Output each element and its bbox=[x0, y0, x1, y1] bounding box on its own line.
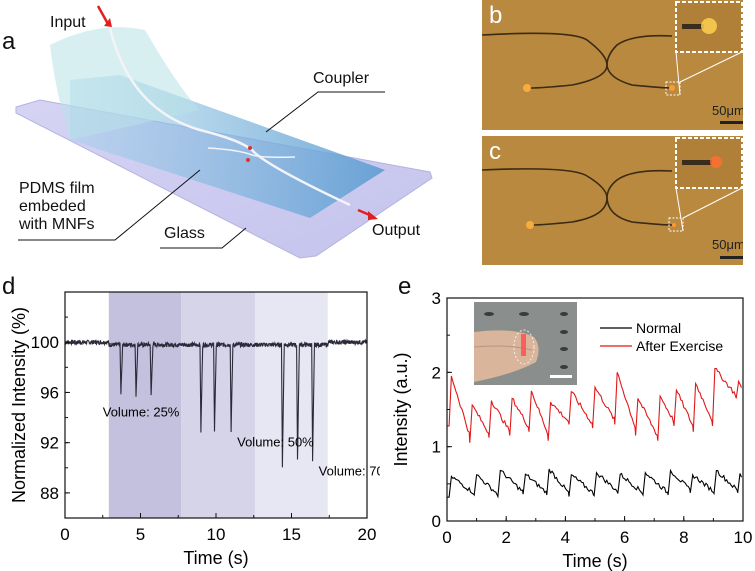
x-tick-label: 6 bbox=[620, 528, 629, 547]
chart-e: Normal After Exercise 0 2 4 6 8 10 0 1 2 3 Time (s) I… bbox=[391, 289, 753, 571]
x-tick-label: 10 bbox=[207, 525, 226, 544]
device-schematic bbox=[15, 5, 433, 259]
legend-label: After Exercise bbox=[636, 338, 723, 354]
micrograph-c: c 50μm bbox=[482, 136, 743, 265]
scale-bar-c: 50μm bbox=[712, 237, 743, 252]
panel-b-label: b bbox=[489, 2, 503, 29]
panel-d-label: d bbox=[2, 273, 16, 300]
y-tick-label: 100 bbox=[31, 333, 59, 352]
legend-label: Normal bbox=[636, 320, 681, 336]
fiber-input bbox=[108, 27, 351, 207]
x-tick-label: 20 bbox=[358, 525, 377, 544]
panel-e-label: e bbox=[398, 273, 412, 300]
y-tick-label: 2 bbox=[432, 363, 441, 382]
x-tick-label: 4 bbox=[561, 528, 570, 547]
series-line-after-exercise bbox=[447, 368, 743, 443]
x-tick-label: 15 bbox=[282, 525, 301, 544]
panel-a-label: a bbox=[2, 28, 16, 55]
shaded-region bbox=[255, 292, 328, 518]
pdms-label-3: with MNFs bbox=[19, 216, 95, 233]
data-line bbox=[64, 338, 368, 468]
x-tick-label: 10 bbox=[734, 528, 753, 547]
x-tick-label: 0 bbox=[442, 528, 451, 547]
y-tick-label: 88 bbox=[40, 484, 59, 503]
y-tick-label: 96 bbox=[40, 383, 59, 402]
region-label: Volume: 70% bbox=[319, 463, 380, 478]
fiber-coupler bbox=[207, 147, 296, 158]
pdms-label-1: PDMS film bbox=[19, 180, 95, 197]
pdms-label-2: embeded bbox=[19, 198, 86, 215]
glass-leader bbox=[160, 227, 247, 249]
input-label: Input bbox=[50, 14, 86, 31]
pdms-leader bbox=[18, 169, 201, 241]
x-axis-label: Time (s) bbox=[183, 548, 248, 568]
series-line-normal bbox=[447, 468, 743, 499]
y-axis-label: Intensity (a.u.) bbox=[391, 352, 411, 466]
chart-d: Volume: 25% Volume: 50% Volume: 70% 0 5 10 15 2… bbox=[9, 291, 380, 568]
y-tick-label: 1 bbox=[432, 438, 441, 457]
panel-c-label: c bbox=[489, 138, 501, 165]
scale-bar-b: 50μm bbox=[712, 103, 743, 118]
glass-label: Glass bbox=[164, 225, 205, 242]
shaded-region bbox=[181, 292, 256, 518]
x-axis-label: Time (s) bbox=[562, 551, 627, 571]
region-label: Volume: 25% bbox=[103, 404, 180, 419]
x-tick-label: 2 bbox=[501, 528, 510, 547]
x-tick-label: 5 bbox=[136, 525, 145, 544]
x-tick-label: 0 bbox=[60, 525, 69, 544]
y-tick-label: 92 bbox=[40, 434, 59, 453]
output-label: Output bbox=[372, 222, 421, 239]
x-tick-label: 8 bbox=[679, 528, 688, 547]
input-arrow bbox=[96, 5, 110, 25]
shaded-region bbox=[108, 292, 182, 518]
y-tick-label: 0 bbox=[432, 512, 441, 531]
y-tick-label: 3 bbox=[432, 289, 441, 308]
coupler-leader bbox=[265, 91, 385, 133]
inset-photo bbox=[474, 302, 577, 385]
y-axis-label: Normalized Intensity (%) bbox=[9, 307, 29, 503]
coupler-label: Coupler bbox=[313, 70, 370, 87]
region-label: Volume: 50% bbox=[237, 434, 314, 449]
micrograph-b: b 50μm bbox=[482, 0, 743, 130]
